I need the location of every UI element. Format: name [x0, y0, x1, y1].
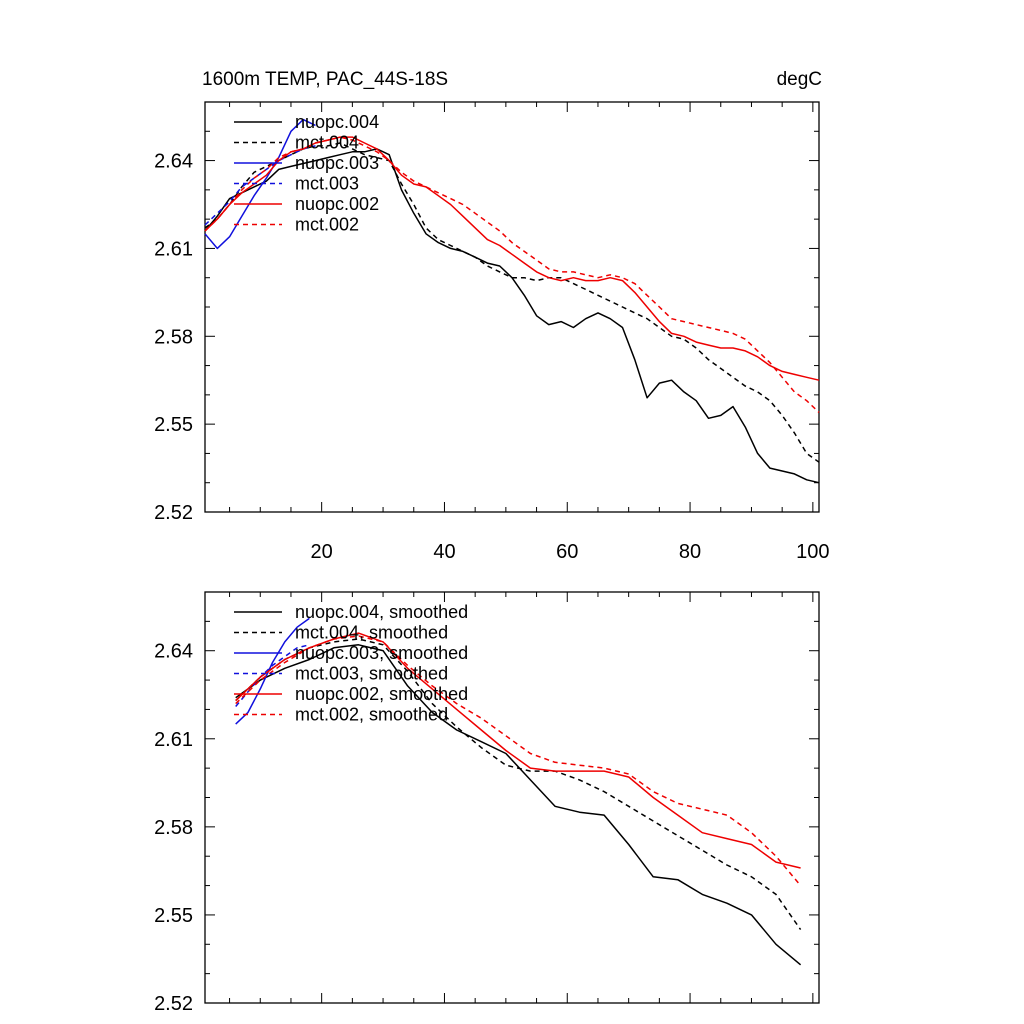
- series-line-mct-002-smoothed: [235, 635, 802, 887]
- y-tick-label: 2.55: [154, 414, 193, 436]
- y-tick-label: 2.52: [154, 993, 193, 1015]
- legend-label: mct.003, smoothed: [295, 664, 448, 684]
- y-tick-label: 2.58: [154, 817, 193, 839]
- x-tick-label: 80: [679, 541, 701, 563]
- panel-1: 2.52 2.55 2.58 2.61 2.64 20 40 60 80 100 1600m TEM…: [154, 69, 829, 563]
- series-line-mct-004: [204, 142, 820, 463]
- chart-title: 1600m TEMP, PAC_44S-18S: [202, 69, 448, 90]
- legend-label: mct.004, smoothed: [295, 623, 448, 643]
- y-tick-label: 2.61: [154, 729, 193, 751]
- units-label: degC: [777, 69, 822, 90]
- legend-label: nuopc.003: [295, 153, 379, 173]
- x-tick-label: 100: [796, 541, 829, 563]
- legend-label: mct.002: [295, 215, 359, 235]
- legend-label: mct.003: [295, 174, 359, 194]
- y-tick-label: 2.61: [154, 238, 193, 260]
- series-line-mct-002: [204, 136, 820, 413]
- y-tick-label: 2.58: [154, 326, 193, 348]
- y-tick-label: 2.64: [154, 151, 193, 173]
- series-line-nuopc-003-smoothed: [235, 617, 310, 725]
- legend: nuopc.004mct.004nuopc.003mct.003nuopc.00…: [234, 112, 379, 235]
- x-tick-label: 40: [433, 541, 455, 563]
- series-line-nuopc-003: [204, 118, 316, 250]
- legend-label: mct.004: [295, 133, 359, 153]
- legend-label: nuopc.004: [295, 112, 379, 132]
- legend-label: nuopc.003, smoothed: [295, 643, 468, 663]
- x-tick-label: 20: [311, 541, 333, 563]
- series-line-mct-003-smoothed: [235, 644, 310, 707]
- series-line-mct-004-smoothed: [235, 638, 802, 931]
- legend-label: nuopc.002, smoothed: [295, 684, 468, 704]
- y-tick-label: 2.52: [154, 502, 193, 524]
- legend-label: mct.002, smoothed: [295, 705, 448, 725]
- series-line-nuopc-004-smoothed: [235, 644, 802, 966]
- x-tick-label: 60: [556, 541, 578, 563]
- y-tick-label: 2.64: [154, 641, 193, 663]
- y-tick-label: 2.55: [154, 905, 193, 927]
- legend-label: nuopc.002: [295, 194, 379, 214]
- legend-label: nuopc.004, smoothed: [295, 602, 468, 622]
- series-line-nuopc-002-smoothed: [235, 632, 801, 869]
- series-line-mct-003: [204, 145, 316, 226]
